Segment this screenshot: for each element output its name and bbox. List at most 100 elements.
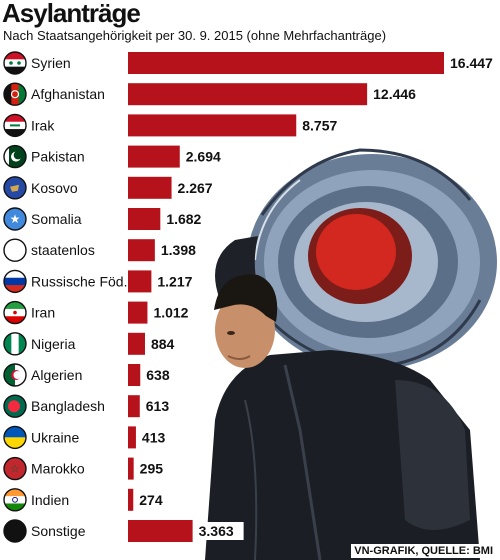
category-label: Indien bbox=[31, 492, 69, 508]
value-label-bg bbox=[175, 178, 223, 197]
afghanistan-flag-icon bbox=[3, 82, 27, 106]
somalia-flag-icon: ★ bbox=[3, 207, 27, 231]
value-label: 1.398 bbox=[161, 242, 196, 258]
bar-row: Ukraine 413 bbox=[3, 425, 170, 450]
bar bbox=[128, 83, 368, 106]
bar-row: Iran 1.012 bbox=[3, 300, 199, 325]
value-label-bg bbox=[143, 397, 174, 416]
source-credit: VN-GRAFIK, QUELLE: BMI bbox=[351, 544, 496, 558]
bar bbox=[128, 332, 145, 355]
morocco-flag-icon: ☆ bbox=[3, 456, 27, 481]
value-label: 1.012 bbox=[153, 305, 188, 321]
bar-row: Russische Föd. 1.217 bbox=[3, 269, 203, 294]
bar-row: Kosovo 2.267 bbox=[3, 176, 223, 200]
value-label: 613 bbox=[146, 398, 170, 414]
bar-row: Indien 274 bbox=[3, 488, 168, 512]
value-label: 1.217 bbox=[157, 273, 192, 289]
bar bbox=[128, 176, 172, 199]
value-label: 12.446 bbox=[373, 86, 416, 102]
bar bbox=[128, 52, 444, 74]
value-label-bg bbox=[151, 303, 199, 322]
category-label: Marokko bbox=[31, 461, 85, 477]
value-label-bg bbox=[144, 366, 175, 384]
category-label: Russische Föd. bbox=[31, 273, 127, 289]
bar-row: Nigeria 884 bbox=[3, 332, 179, 356]
value-label: 884 bbox=[151, 336, 175, 352]
category-label: Algerien bbox=[31, 367, 82, 383]
iran-flag-icon bbox=[3, 300, 27, 325]
russia-flag-icon bbox=[3, 269, 27, 294]
value-label: 3.363 bbox=[199, 523, 234, 539]
bar-row: Irak 8.757 bbox=[3, 113, 348, 138]
bar bbox=[128, 114, 297, 137]
category-label: Somalia bbox=[31, 211, 82, 227]
bar bbox=[128, 395, 140, 418]
category-label: Bangladesh bbox=[31, 398, 105, 414]
value-label: 1.682 bbox=[166, 211, 201, 227]
category-label: Syrien bbox=[31, 55, 71, 71]
svg-text:☆: ☆ bbox=[10, 463, 20, 476]
bar-row: Afghanistan 12.446 bbox=[3, 82, 427, 106]
bar-row: Pakistan 2.694 bbox=[3, 144, 231, 169]
category-label: Nigeria bbox=[31, 336, 76, 352]
bar bbox=[128, 426, 136, 449]
india-flag-icon bbox=[3, 488, 27, 512]
bangladesh-flag-icon bbox=[3, 394, 27, 418]
category-label: Pakistan bbox=[31, 149, 85, 165]
value-label-bg bbox=[158, 241, 206, 260]
algeria-flag-icon bbox=[3, 363, 27, 387]
category-label: Irak bbox=[31, 117, 55, 133]
bar bbox=[128, 208, 161, 230]
value-label-bg bbox=[196, 522, 244, 540]
bar-row: Bangladesh 613 bbox=[3, 394, 174, 418]
chart-subtitle: Nach Staatsangehörigkeit per 30. 9. 2015… bbox=[3, 28, 387, 43]
value-label: 295 bbox=[140, 461, 164, 477]
value-label: 2.694 bbox=[186, 149, 221, 165]
category-label: Sonstige bbox=[31, 523, 86, 539]
value-label-bg bbox=[164, 210, 212, 228]
bar bbox=[128, 239, 155, 262]
value-label: 8.757 bbox=[302, 117, 337, 133]
value-label: 638 bbox=[146, 367, 170, 383]
kosovo-flag-icon bbox=[3, 176, 27, 200]
bar bbox=[128, 520, 193, 542]
bar bbox=[128, 364, 141, 386]
chart-title: Asylanträge bbox=[2, 0, 141, 28]
category-label: Kosovo bbox=[31, 180, 78, 196]
nigeria-flag-icon bbox=[3, 332, 27, 356]
value-label: 413 bbox=[142, 429, 166, 445]
value-label-bg bbox=[300, 116, 348, 135]
value-label-bg bbox=[137, 490, 168, 509]
category-label: staatenlos bbox=[31, 242, 95, 258]
value-label-bg bbox=[137, 459, 168, 478]
bar-row: ☆ Marokko 295 bbox=[3, 456, 168, 481]
bar bbox=[128, 488, 134, 511]
bar bbox=[128, 457, 134, 480]
bar-row: staatenlos 1.398 bbox=[3, 238, 206, 262]
value-label: 16.447 bbox=[450, 55, 493, 71]
category-label: Afghanistan bbox=[31, 86, 105, 102]
value-label: 274 bbox=[139, 492, 163, 508]
bar-row: Sonstige 3.363 bbox=[3, 519, 244, 543]
category-label: Ukraine bbox=[31, 429, 79, 445]
pakistan-flag-icon bbox=[3, 144, 27, 169]
stateless-icon bbox=[3, 238, 27, 262]
syria-flag-icon bbox=[3, 51, 27, 75]
value-label-bg bbox=[448, 54, 500, 72]
value-label-bg bbox=[139, 428, 170, 447]
bar bbox=[128, 145, 180, 168]
bar bbox=[128, 270, 152, 293]
other-icon bbox=[3, 519, 27, 543]
bar bbox=[128, 301, 148, 324]
ukraine-flag-icon bbox=[3, 425, 27, 450]
value-label-bg bbox=[155, 272, 203, 291]
svg-text:★: ★ bbox=[10, 212, 21, 226]
category-label: Iran bbox=[31, 305, 55, 321]
value-label-bg bbox=[183, 147, 231, 166]
value-label: 2.267 bbox=[178, 180, 213, 196]
value-label-bg bbox=[148, 334, 179, 353]
iraq-flag-icon bbox=[3, 113, 27, 138]
bar-row: Syrien 16.447 bbox=[3, 51, 500, 75]
